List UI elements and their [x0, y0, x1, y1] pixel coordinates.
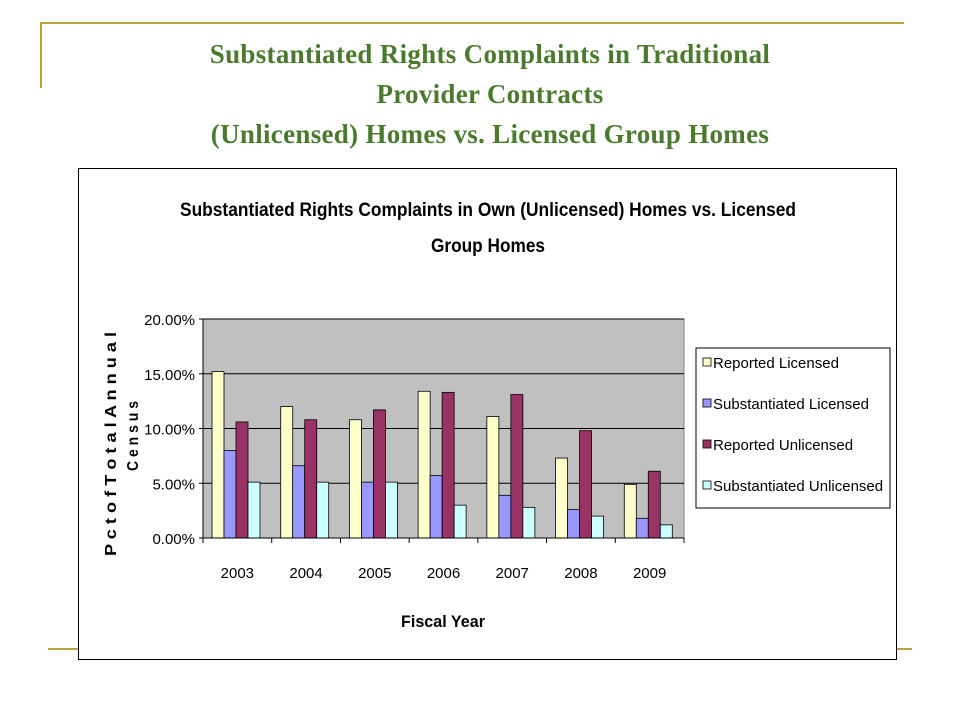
- y-tick-label: 15.00%: [144, 367, 195, 384]
- bar: [579, 430, 592, 539]
- slide-title-line-1: Substantiated Rights Complaints in Tradi…: [209, 39, 771, 69]
- x-tick-label: 2003: [221, 565, 254, 582]
- bar: [373, 409, 386, 539]
- y-tick-label: 10.00%: [144, 422, 195, 439]
- bar: [280, 406, 294, 539]
- legend-swatch: [702, 439, 712, 449]
- y-axis-label-line-2: C e n s u s: [125, 401, 142, 471]
- y-tick-label: 0.00%: [152, 531, 195, 548]
- y-axis-label-line-1: P c t o f T o t a l A n n u a l: [103, 332, 120, 556]
- legend-swatch: [702, 480, 712, 490]
- bar: [591, 515, 604, 539]
- bar: [453, 504, 467, 539]
- bar: [659, 524, 673, 539]
- slide-title-line-3: (Unlicensed) Homes vs. Licensed Group Ho…: [210, 119, 770, 149]
- y-tick-label: 5.00%: [152, 476, 195, 493]
- legend: Reported Licensed Substantiated Licensed R…: [702, 355, 883, 495]
- bar: [292, 465, 306, 539]
- bar: [247, 481, 261, 539]
- bar: [567, 509, 580, 539]
- bar: [385, 481, 398, 539]
- bar: [623, 483, 637, 539]
- slide-title-line-2: Provider Contracts: [376, 79, 604, 109]
- x-tick-label: 2006: [427, 565, 460, 582]
- legend-box: [695, 347, 891, 509]
- chart-title-line-1: Substantiated Rights Complaints in Own (…: [180, 200, 796, 221]
- legend-swatch: [702, 357, 712, 367]
- bar: [510, 394, 524, 539]
- bar: [304, 419, 318, 539]
- chart-frame: Substantiated Rights Complaints in Own (…: [78, 168, 897, 660]
- bar: [498, 494, 512, 539]
- legend-swatch: [702, 398, 712, 408]
- bar: [211, 371, 225, 539]
- bar: [316, 481, 330, 539]
- left-rule: [40, 22, 42, 88]
- x-tick-label: 2007: [496, 565, 529, 582]
- bar-chart: Substantiated Rights Complaints in Own (…: [103, 200, 891, 631]
- legend-label: Substantiated Unlicensed: [713, 478, 883, 495]
- bar: [361, 481, 374, 539]
- top-rule: [40, 22, 904, 24]
- bar: [429, 475, 443, 539]
- bar: [555, 457, 568, 539]
- x-ticks: 2003 2004 2005 2006 2007 2008 2009: [202, 538, 685, 582]
- bar: [522, 506, 536, 539]
- legend-label: Substantiated Licensed: [713, 396, 869, 413]
- bars: [211, 371, 673, 539]
- bar: [441, 391, 455, 539]
- x-tick-label: 2009: [633, 565, 666, 582]
- x-tick-label: 2005: [358, 565, 391, 582]
- chart-title-line-2: Group Homes: [431, 236, 545, 257]
- slide-title: Substantiated Rights Complaints in Tradi…: [80, 34, 900, 154]
- bar: [223, 449, 237, 539]
- x-tick-label: 2004: [289, 565, 322, 582]
- bar: [417, 390, 431, 539]
- legend-label: Reported Licensed: [713, 355, 839, 372]
- bar: [635, 517, 649, 539]
- bar: [486, 416, 500, 539]
- bar: [235, 421, 249, 539]
- y-tick-label: 20.00%: [144, 312, 195, 329]
- bar: [349, 419, 362, 539]
- y-ticks: 0.00% 5.00% 10.00% 15.00% 20.00%: [144, 312, 203, 548]
- legend-label: Reported Unlicensed: [713, 437, 853, 454]
- bar: [647, 470, 661, 539]
- x-axis-label: Fiscal Year: [401, 612, 485, 631]
- x-tick-label: 2008: [564, 565, 597, 582]
